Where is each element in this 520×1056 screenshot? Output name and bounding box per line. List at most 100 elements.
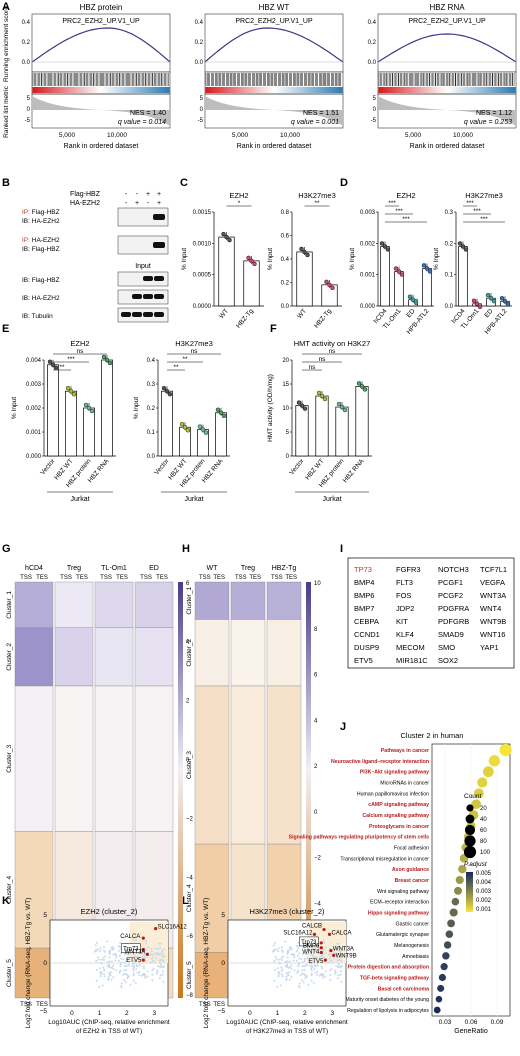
tss-label: TSS — [20, 575, 32, 581]
gene-point — [122, 973, 124, 976]
gene-point — [159, 946, 162, 949]
gene-point — [112, 976, 115, 979]
gene-point — [339, 953, 342, 956]
gene-point — [102, 973, 105, 976]
gene-point — [286, 952, 289, 955]
tick-label: 0.000 — [26, 454, 42, 460]
gene-point — [332, 961, 335, 964]
gene-point — [293, 954, 296, 957]
gene-point — [271, 950, 274, 953]
panel-letter-G: G — [2, 543, 11, 555]
rank-color-bar — [378, 87, 516, 93]
gene-callout: WNT9B — [336, 953, 357, 959]
gene-name: TP73 — [354, 565, 372, 574]
gene-point — [133, 966, 136, 968]
gene-point — [106, 961, 109, 964]
tick-label: 0.0000 — [193, 304, 212, 310]
gene-point — [295, 944, 298, 947]
tss-label: TSS — [100, 575, 112, 581]
heatmap-cluster-block — [194, 843, 230, 953]
gene-point — [157, 947, 160, 950]
blot-sign: + — [157, 191, 161, 198]
enrichment-dot — [445, 930, 454, 938]
heatmap-cluster-block — [54, 581, 94, 628]
tick-label: 0 — [43, 960, 47, 967]
data-point — [203, 430, 209, 435]
gene-point — [293, 956, 296, 959]
gene-point — [310, 952, 313, 955]
gene-point — [157, 942, 160, 945]
tick-label: 20 — [282, 358, 289, 364]
pathway-label: Protein digestion and absorption — [348, 965, 429, 971]
gene-point — [314, 946, 316, 949]
gene-point — [322, 956, 325, 959]
gene-point — [322, 973, 325, 976]
data-point — [362, 387, 368, 392]
gene-point — [126, 974, 129, 977]
gene-point — [107, 975, 110, 978]
data-point — [359, 384, 365, 389]
blot-sign: - — [136, 191, 139, 198]
tick-label: 0.1 — [147, 430, 156, 436]
gene-point — [310, 967, 313, 970]
scale-tick: 2 — [314, 764, 318, 770]
data-point — [477, 304, 483, 310]
gene-point — [301, 961, 304, 964]
gene-callout: Trp73 — [301, 940, 317, 946]
tes-label: TES — [116, 575, 128, 581]
gene-point — [156, 953, 159, 956]
chart-title: HMT activity on H3K27 — [294, 339, 371, 348]
gene-point — [112, 964, 115, 967]
gene-name: TCF7L1 — [480, 565, 507, 574]
scale-tick: −8 — [186, 993, 194, 999]
gene-point — [297, 941, 300, 944]
tes-label: TES — [285, 575, 297, 581]
gene-point — [311, 953, 314, 956]
gene-point — [275, 948, 278, 951]
tick-label: 0.0 — [281, 304, 290, 310]
nes-value: NES = 1.40 — [130, 110, 166, 117]
gene-point — [322, 939, 325, 942]
gene-point — [144, 939, 147, 942]
gene-name: KLF4 — [396, 630, 414, 639]
gene-name: YAP1 — [480, 643, 499, 652]
gene-point — [118, 950, 120, 952]
tick-label: 0.003 — [360, 210, 376, 216]
gene-point — [152, 952, 155, 955]
chart-title: H3K27me3 — [175, 339, 213, 348]
legend-label: 0.002 — [476, 898, 492, 904]
data-point — [322, 396, 328, 402]
enrichment-dot — [451, 897, 460, 906]
gene-point — [329, 979, 332, 982]
gene-point — [280, 956, 283, 959]
gene-point — [305, 953, 308, 956]
tick-label: 0.4 — [281, 257, 290, 263]
gene-point — [161, 970, 164, 973]
gene-point — [333, 957, 336, 960]
gene-point — [112, 947, 115, 950]
gene-point — [103, 958, 105, 961]
tss-label: TSS — [199, 1002, 211, 1008]
panel-letter-B: B — [2, 177, 10, 189]
heatmap-cluster-block — [14, 627, 54, 687]
heatmap-cluster-block — [230, 581, 266, 620]
gene-point — [144, 973, 147, 976]
bar — [355, 386, 369, 457]
axis-label-y: % Input — [349, 248, 356, 270]
axis-label-x: GeneRatio — [454, 1028, 488, 1035]
tick-label: 3 — [330, 1010, 334, 1017]
gene-point — [157, 965, 160, 968]
gene-point — [322, 976, 325, 979]
data-point — [296, 400, 302, 405]
tick-label: -5 — [371, 118, 377, 124]
gene-point — [289, 948, 292, 951]
tick-label: 5 — [286, 430, 290, 436]
gene-point — [126, 952, 129, 955]
scale-tick: −2 — [314, 856, 322, 862]
axis-label-y: Log2 fold change (RNA-seq, HBZ-Tg vs. WT… — [25, 898, 32, 1029]
gene-point — [127, 953, 130, 956]
pathway-label: Transcriptional misregulation in cancer — [340, 856, 429, 862]
pathway-label: Focal adhesion — [394, 846, 429, 852]
gene-point — [296, 971, 299, 974]
